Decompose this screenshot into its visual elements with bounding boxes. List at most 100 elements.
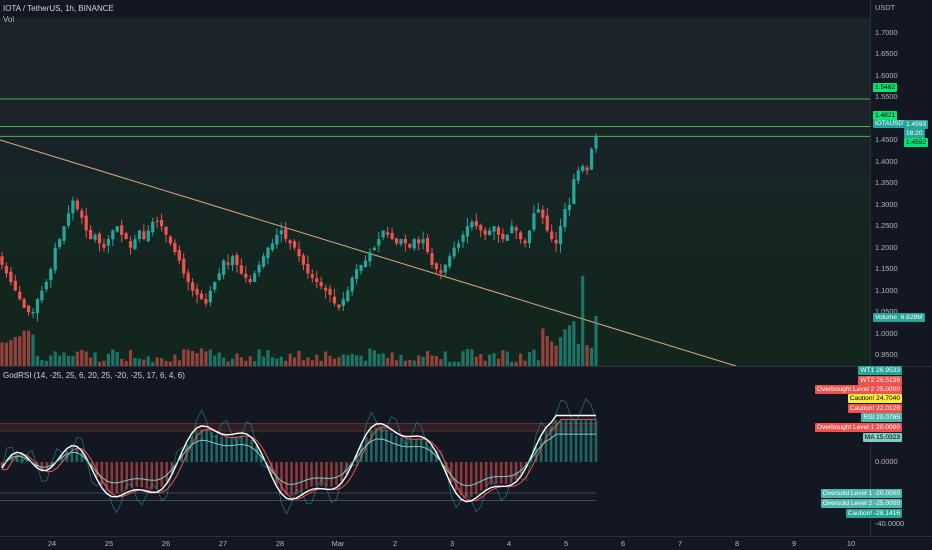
candle-body	[474, 221, 478, 227]
candle-body	[581, 166, 585, 171]
candle-body	[470, 221, 474, 228]
candle-body	[288, 240, 292, 244]
osc-histogram-bar	[569, 420, 573, 462]
osc-histogram-bar	[499, 462, 503, 484]
candle-body	[159, 220, 164, 227]
volume-bar	[430, 355, 434, 366]
osc-histogram-bar	[395, 435, 398, 462]
candle-body	[133, 239, 137, 250]
symbol-title[interactable]: IOTA / TetherUS, 1h, BINANCE	[3, 4, 114, 13]
price-tick: 1.4500	[875, 135, 898, 145]
candle-body	[253, 273, 257, 282]
candle-body	[456, 243, 461, 248]
candle-body	[173, 242, 177, 252]
volume-bar	[226, 361, 230, 366]
candle-body	[222, 260, 226, 275]
candle-body	[257, 264, 261, 273]
osc-histogram-bar	[549, 426, 553, 462]
volume-bar	[488, 354, 492, 366]
time-label: 2	[392, 539, 398, 548]
osc-histogram-bar	[270, 462, 273, 475]
osc-histogram-bar	[454, 462, 458, 491]
volume-bar	[421, 356, 425, 366]
candle-body	[523, 240, 527, 244]
osc-histogram-bar	[70, 447, 74, 462]
candle-body	[248, 279, 252, 283]
osc-histogram-bar	[215, 434, 218, 462]
candle-body	[412, 239, 416, 249]
osc-histogram-bar	[205, 430, 208, 462]
price-tick: 1.0500	[875, 307, 898, 317]
volume-bar	[519, 353, 523, 366]
volume-bar	[151, 361, 155, 366]
time-label: 8	[734, 539, 740, 548]
osc-histogram-bar	[200, 429, 203, 462]
volume-bar	[26, 330, 31, 366]
candle-body	[519, 232, 523, 240]
volume-bar	[456, 361, 461, 366]
volume-bar	[465, 348, 470, 366]
candle-body	[84, 215, 88, 231]
time-label: 10	[846, 539, 856, 548]
volume-bar	[235, 353, 239, 366]
osc-histogram-bar	[400, 438, 403, 462]
time-label: 6	[620, 539, 626, 548]
candle-body	[368, 251, 372, 262]
volume-bar	[9, 340, 13, 366]
candle-body	[346, 290, 350, 302]
volume-bar	[284, 360, 288, 366]
candle-body	[532, 213, 536, 230]
osc-histogram-bar	[90, 462, 94, 469]
osc-histogram-bar	[140, 462, 144, 488]
osc-histogram-bar	[484, 462, 488, 488]
price-tick: 1.6500	[875, 49, 898, 59]
candle-body	[492, 226, 496, 232]
volume-bar	[337, 357, 341, 366]
osc-histogram-bar	[110, 462, 114, 494]
volume-bar	[541, 328, 545, 366]
volume-bar	[133, 358, 137, 366]
osc-histogram-bar	[290, 462, 293, 496]
candle-body	[567, 204, 572, 210]
candle-body	[541, 209, 545, 218]
candle-body	[408, 244, 412, 248]
volume-bar	[341, 354, 345, 366]
volume-bar	[222, 357, 226, 366]
volume-bar	[31, 334, 35, 366]
volume-bar	[443, 351, 447, 366]
countdown: 18:20	[904, 129, 925, 138]
candle-body	[350, 277, 354, 292]
volume-bar	[434, 356, 439, 366]
volume-bar	[115, 352, 119, 366]
volume-bar	[186, 349, 190, 366]
time-label: 26	[161, 539, 171, 548]
time-label: 25	[104, 539, 114, 548]
volume-bar	[532, 349, 536, 366]
indicator-title[interactable]: GodRSI (14, -25, 25, 6, 20, 25, -20, -25…	[3, 371, 185, 380]
candle-body	[261, 256, 266, 267]
osc-histogram-bar	[285, 462, 288, 495]
volume-bar	[4, 342, 9, 366]
time-label: 5	[563, 539, 569, 548]
osc-histogram-bar	[170, 462, 174, 474]
descending-trendline	[0, 139, 737, 367]
candle-body	[550, 231, 554, 240]
price-tick: 1.6000	[875, 70, 898, 80]
volume-bar	[470, 349, 474, 366]
osc-histogram-bar	[240, 435, 243, 462]
volume-bar	[253, 361, 257, 366]
candle-body	[53, 247, 57, 271]
volume-bar	[536, 360, 540, 366]
osc-histogram-bar	[245, 436, 248, 462]
osc-minus40-tick: -40.0000	[875, 519, 905, 528]
trendline[interactable]	[0, 139, 737, 367]
candle-body	[527, 230, 532, 244]
volume-bar	[217, 352, 221, 366]
candle-body	[292, 241, 297, 248]
volume-legend[interactable]: Vol	[3, 15, 15, 24]
volume-bar	[248, 356, 252, 366]
candle-body	[275, 234, 279, 245]
volume-bar	[142, 359, 146, 366]
volume-bar	[288, 353, 292, 366]
